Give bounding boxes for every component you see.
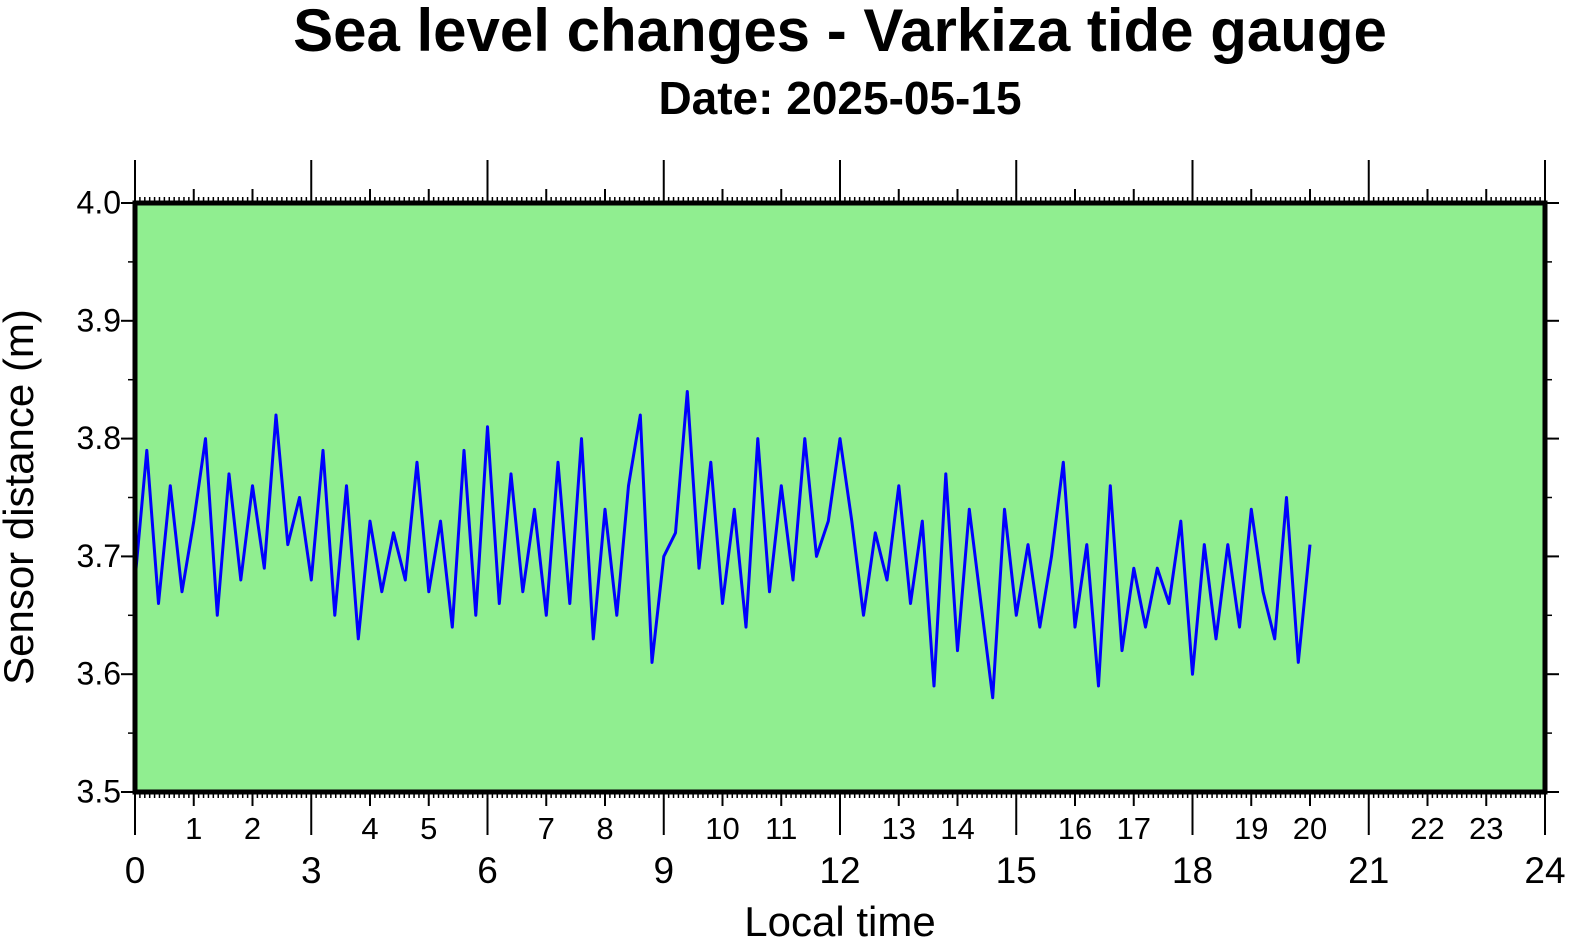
plot-background <box>135 203 1545 792</box>
y-tick-label: 3.8 <box>77 420 121 456</box>
y-tick-label: 3.9 <box>77 302 121 338</box>
x-hour-label: 13 <box>882 811 916 846</box>
x-hour-label: 4 <box>361 811 378 846</box>
x-hour-label: 8 <box>596 811 613 846</box>
chart-title: Sea level changes - Varkiza tide gauge <box>293 0 1387 64</box>
chart-subtitle: Date: 2025-05-15 <box>658 72 1021 124</box>
x-tick-label: 24 <box>1524 850 1565 891</box>
y-tick-label: 4.0 <box>77 184 121 220</box>
x-tick-label: 6 <box>477 850 498 891</box>
x-hour-label: 17 <box>1117 811 1151 846</box>
y-axis-label: Sensor distance (m) <box>0 309 42 685</box>
data-line <box>133 390 1312 700</box>
x-axis-label: Local time <box>744 898 935 945</box>
x-hour-label: 19 <box>1234 811 1268 846</box>
x-hour-label: 16 <box>1058 811 1092 846</box>
x-tick-label: 21 <box>1348 850 1389 891</box>
x-hour-label: 11 <box>765 811 797 846</box>
x-hour-label: 10 <box>705 811 739 846</box>
x-tick-label: 15 <box>996 850 1037 891</box>
plot-frame <box>132 200 1548 795</box>
x-tick-label: 12 <box>819 850 860 891</box>
x-hour-label: 5 <box>420 811 437 846</box>
x-hour-label: 2 <box>244 811 261 846</box>
y-tick-label: 3.5 <box>77 773 121 809</box>
x-tick-label: 9 <box>653 850 674 891</box>
x-tick-label: 3 <box>301 850 322 891</box>
x-hour-label: 20 <box>1293 811 1327 846</box>
x-tick-label: 0 <box>125 850 146 891</box>
y-tick-label: 3.6 <box>77 656 121 692</box>
y-tick-label: 3.7 <box>77 538 121 574</box>
x-hour-label: 23 <box>1469 811 1503 846</box>
x-hour-label: 22 <box>1410 811 1444 846</box>
x-hour-label: 1 <box>185 811 202 846</box>
x-tick-label: 18 <box>1172 850 1213 891</box>
x-hour-label: 7 <box>538 811 555 846</box>
x-hour-label: 14 <box>940 811 974 846</box>
